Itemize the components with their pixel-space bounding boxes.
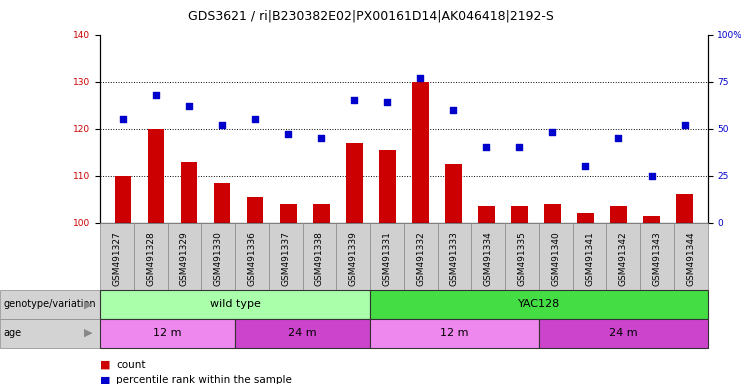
Text: wild type: wild type	[210, 299, 261, 310]
Point	[679, 122, 691, 128]
Text: GSM491327: GSM491327	[113, 231, 122, 286]
Bar	[611, 206, 627, 223]
Point	[547, 129, 559, 136]
Text: GSM491332: GSM491332	[416, 231, 425, 286]
Point	[150, 92, 162, 98]
Bar	[115, 176, 131, 223]
Point	[282, 131, 294, 137]
Point	[348, 98, 360, 104]
Point	[414, 75, 426, 81]
Bar	[643, 216, 659, 223]
Text: count: count	[116, 360, 146, 370]
Text: age: age	[4, 328, 21, 338]
Bar	[181, 162, 197, 223]
Text: GSM491339: GSM491339	[349, 231, 358, 286]
Point	[448, 107, 459, 113]
Bar	[313, 204, 330, 223]
Text: 12 m: 12 m	[440, 328, 469, 338]
Bar	[148, 129, 165, 223]
Text: ▶: ▶	[84, 299, 93, 310]
Text: GDS3621 / ri|B230382E02|PX00161D14|AK046418|2192-S: GDS3621 / ri|B230382E02|PX00161D14|AK046…	[187, 10, 554, 23]
Bar	[478, 206, 495, 223]
Text: GSM491335: GSM491335	[517, 231, 527, 286]
Text: YAC128: YAC128	[518, 299, 560, 310]
Text: GSM491334: GSM491334	[484, 231, 493, 286]
Text: GSM491330: GSM491330	[213, 231, 223, 286]
Text: genotype/variation: genotype/variation	[4, 299, 96, 310]
Bar	[412, 82, 428, 223]
Text: GSM491338: GSM491338	[315, 231, 324, 286]
Text: 24 m: 24 m	[288, 328, 317, 338]
Point	[579, 163, 591, 169]
Point	[316, 135, 328, 141]
Bar	[511, 206, 528, 223]
Text: GSM491336: GSM491336	[247, 231, 256, 286]
Text: GSM491341: GSM491341	[585, 231, 594, 286]
Text: GSM491340: GSM491340	[551, 231, 560, 286]
Point	[480, 144, 492, 151]
Point	[117, 116, 129, 122]
Point	[382, 99, 393, 105]
Point	[216, 122, 228, 128]
Bar	[379, 150, 396, 223]
Bar	[544, 204, 561, 223]
Text: 12 m: 12 m	[153, 328, 182, 338]
Point	[645, 173, 657, 179]
Text: ▶: ▶	[84, 328, 93, 338]
Point	[514, 144, 525, 151]
Text: GSM491329: GSM491329	[180, 231, 189, 286]
Text: GSM491344: GSM491344	[686, 232, 695, 286]
Bar	[346, 143, 362, 223]
Bar	[445, 164, 462, 223]
Text: ■: ■	[100, 375, 110, 384]
Point	[183, 103, 195, 109]
Bar	[577, 214, 594, 223]
Text: GSM491328: GSM491328	[146, 231, 155, 286]
Bar	[280, 204, 296, 223]
Text: GSM491343: GSM491343	[653, 231, 662, 286]
Bar	[247, 197, 264, 223]
Text: ■: ■	[100, 360, 110, 370]
Text: GSM491331: GSM491331	[382, 231, 391, 286]
Text: GSM491342: GSM491342	[619, 232, 628, 286]
Text: percentile rank within the sample: percentile rank within the sample	[116, 375, 292, 384]
Bar	[214, 183, 230, 223]
Bar	[677, 195, 693, 223]
Point	[613, 135, 625, 141]
Text: GSM491337: GSM491337	[281, 231, 290, 286]
Point	[249, 116, 261, 122]
Text: 24 m: 24 m	[609, 328, 637, 338]
Text: GSM491333: GSM491333	[450, 231, 459, 286]
